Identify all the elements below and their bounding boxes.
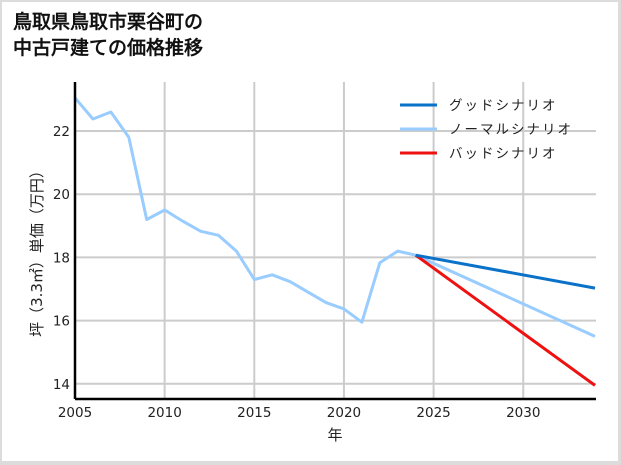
y-tick-label: 14	[53, 377, 70, 393]
y-axis-label: 坪（3.3㎡）単価（万円）	[28, 163, 46, 337]
x-axis-label: 年	[327, 426, 342, 444]
series-line	[415, 253, 596, 290]
x-tick-label: 2025	[416, 405, 450, 421]
x-tick-label: 2020	[327, 405, 361, 421]
chart-title-line2: 中古戸建ての価格推移	[13, 37, 204, 59]
chart-title-line1: 鳥取県鳥取市栗谷町の	[13, 11, 204, 33]
legend-label: グッドシナリオ	[449, 98, 558, 114]
chart-title: 鳥取県鳥取市栗谷町の 中古戸建ての価格推移	[13, 9, 203, 61]
x-tick-label: 2030	[506, 405, 540, 421]
series-line	[414, 253, 596, 387]
y-tick-label: 20	[53, 187, 70, 203]
x-tick-label: 2010	[147, 405, 181, 421]
x-tick-label: 2015	[237, 405, 271, 421]
legend-label: バッドシナリオ	[449, 146, 558, 162]
y-tick-label: 22	[53, 124, 70, 140]
series-line	[415, 253, 596, 338]
series-line	[73, 96, 417, 324]
y-tick-label: 16	[53, 314, 70, 330]
y-tick-label: 18	[53, 250, 70, 266]
legend-label: ノーマルシナリオ	[449, 122, 573, 138]
x-tick-label: 2005	[58, 405, 92, 421]
